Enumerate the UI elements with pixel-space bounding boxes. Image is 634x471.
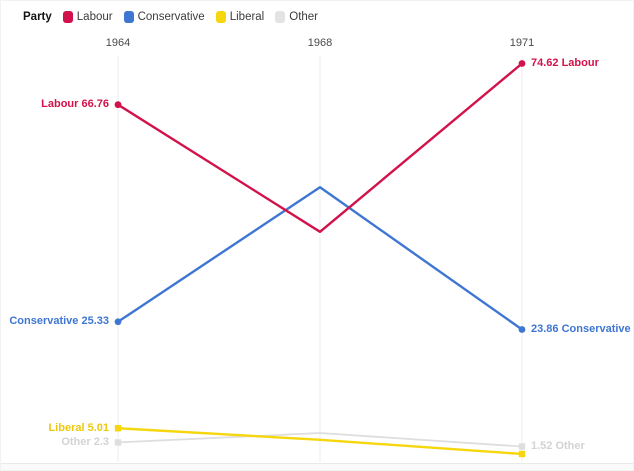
legend-label-conservative: Conservative <box>137 11 205 23</box>
data-point-liberal-1964[interactable] <box>114 425 122 432</box>
legend-item-labour[interactable]: Labour <box>62 11 113 23</box>
legend-item-other[interactable]: Other <box>275 11 318 23</box>
legend-title: Party <box>23 11 52 23</box>
legend-item-liberal[interactable]: Liberal <box>215 11 265 23</box>
legend-label-labour: Labour <box>76 11 113 23</box>
data-point-labour-1971[interactable] <box>518 60 526 67</box>
data-point-labour-1964[interactable] <box>114 101 122 109</box>
data-point-conservative-1964[interactable] <box>114 318 122 326</box>
label-right-labour: 74.62 Labour <box>531 56 599 69</box>
data-point-other-1964[interactable] <box>114 439 122 446</box>
legend-swatch-labour-icon <box>62 11 73 23</box>
series-line-liberal[interactable] <box>116 427 524 456</box>
data-point-other-1971[interactable] <box>518 443 526 450</box>
card-footer <box>1 463 633 470</box>
series-line-conservative[interactable] <box>116 186 524 331</box>
data-point-conservative-1971[interactable] <box>518 326 526 333</box>
legend-item-conservative[interactable]: Conservative <box>123 11 205 23</box>
x-tick-1971: 1971 <box>509 37 535 49</box>
label-right-other: 1.52 Other <box>531 440 585 453</box>
data-point-liberal-1971[interactable] <box>518 450 526 458</box>
legend-swatch-liberal-icon <box>215 11 226 23</box>
label-left-liberal: Liberal 5.01 <box>48 421 109 434</box>
chart-legend: Party Labour Conservative Liberal Other <box>23 11 318 23</box>
legend-swatch-conservative-icon <box>123 11 134 23</box>
series-line-other[interactable] <box>117 432 523 448</box>
x-tick-1964: 1964 <box>105 37 131 49</box>
legend-label-liberal: Liberal <box>229 11 265 23</box>
label-left-labour: Labour 66.76 <box>41 98 109 111</box>
x-tick-1968: 1968 <box>307 37 333 49</box>
label-left-other: Other 2.3 <box>61 435 109 448</box>
series-line-labour[interactable] <box>116 62 524 234</box>
legend-label-other: Other <box>289 11 319 23</box>
label-right-conservative: 23.86 Conservative <box>531 322 631 335</box>
label-left-conservative: Conservative 25.33 <box>9 315 109 328</box>
legend-swatch-other-icon <box>275 11 286 23</box>
